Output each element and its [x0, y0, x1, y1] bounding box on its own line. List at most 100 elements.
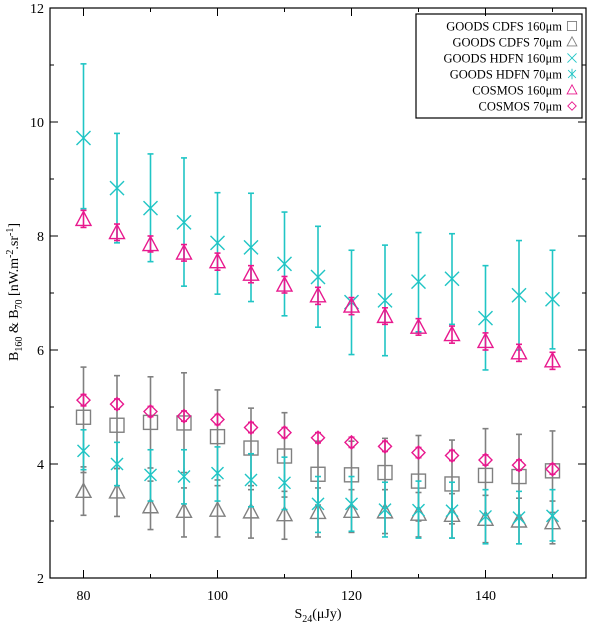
- data-point: [277, 425, 292, 441]
- data-point: [143, 200, 158, 216]
- data-point: [77, 442, 90, 459]
- data-point: [478, 452, 493, 468]
- error-bar: [80, 63, 87, 210]
- data-point: [409, 317, 428, 334]
- legend-marker: [566, 83, 578, 95]
- data-point: [277, 256, 292, 272]
- data-point: [344, 434, 359, 450]
- data-point: [376, 306, 394, 324]
- data-point: [278, 474, 291, 491]
- data-point: [74, 481, 93, 499]
- data-point: [342, 296, 361, 313]
- series-6: [76, 392, 560, 477]
- data-point: [511, 287, 527, 303]
- legend-marker: [567, 101, 577, 111]
- data-point: [108, 482, 126, 499]
- data-point: [377, 438, 393, 454]
- data-point: [310, 269, 326, 285]
- data-point: [479, 508, 492, 525]
- data-point: [75, 409, 92, 425]
- data-point: [210, 235, 225, 251]
- y-tick-label: 4: [37, 458, 44, 473]
- data-point: [210, 412, 225, 428]
- data-point: [109, 417, 125, 433]
- x-tick-label: 140: [475, 589, 496, 604]
- data-point: [243, 239, 259, 255]
- data-point: [411, 445, 426, 461]
- legend-label: COSMOS 160μm: [472, 84, 562, 98]
- data-point: [141, 497, 160, 514]
- legend-marker: [566, 35, 578, 47]
- series-5: [74, 209, 562, 371]
- data-point: [275, 505, 294, 522]
- data-point: [109, 396, 125, 412]
- data-point: [244, 471, 258, 488]
- data-point: [444, 447, 460, 463]
- data-point: [310, 430, 326, 446]
- y-tick-label: 8: [37, 230, 44, 245]
- error-bar: [80, 466, 87, 517]
- series-4: [77, 428, 559, 545]
- data-point: [110, 456, 124, 472]
- data-point: [443, 325, 461, 342]
- data-point: [74, 209, 93, 227]
- plot-area: [74, 63, 562, 545]
- data-point: [411, 274, 426, 290]
- data-point: [311, 495, 325, 512]
- y-axis-label: B160 & B70 [nW.m-2.sr-1]: [5, 223, 25, 361]
- data-point: [76, 130, 91, 146]
- y-tick-label: 10: [30, 116, 44, 131]
- data-point: [175, 501, 193, 519]
- data-point: [176, 214, 192, 230]
- legend-label: GOODS HDFN 160μm: [443, 52, 562, 66]
- legend-label: GOODS HDFN 70μm: [450, 68, 563, 82]
- error-bar: [147, 235, 154, 253]
- data-point: [177, 468, 191, 485]
- data-point: [309, 286, 327, 303]
- axes: 80 100 120 140 2 4 6 8 10 12 S24(μJy) B160 & B70 [n…: [5, 2, 587, 625]
- data-point: [211, 465, 224, 482]
- data-point: [546, 507, 559, 524]
- legend-label: GOODS CDFS 160μm: [446, 20, 562, 34]
- data-point: [510, 343, 528, 360]
- x-tick-label: 120: [341, 589, 362, 604]
- data-point: [476, 331, 495, 349]
- series-3: [76, 63, 560, 371]
- legend-marker: [567, 68, 577, 80]
- data-point: [543, 351, 562, 368]
- data-point: [512, 509, 526, 526]
- data-point: [109, 180, 125, 196]
- y-tick-label: 6: [37, 344, 44, 359]
- data-point: [209, 428, 226, 445]
- x-tick-label: 80: [77, 589, 91, 604]
- data-point: [477, 467, 494, 484]
- x-axis-label: S24(μJy): [294, 607, 341, 625]
- data-point: [242, 264, 260, 281]
- data-point: [144, 466, 157, 483]
- legend: GOODS CDFS 160μm GOODS CDFS 70μm GOODS HDF…: [415, 13, 583, 119]
- data-point: [377, 292, 393, 308]
- legend-marker: [567, 53, 577, 63]
- data-point: [208, 252, 227, 269]
- data-point: [175, 243, 193, 260]
- data-point: [108, 223, 126, 240]
- legend-box: [415, 13, 583, 119]
- data-point: [76, 392, 91, 408]
- data-point: [243, 420, 259, 436]
- y-tick-label: 12: [30, 2, 44, 17]
- data-point: [345, 495, 358, 512]
- data-point: [412, 502, 425, 519]
- x-tick-label: 100: [207, 589, 228, 604]
- data-point: [545, 461, 560, 477]
- data-point: [141, 235, 160, 252]
- data-point: [511, 457, 527, 473]
- data-point: [378, 501, 392, 518]
- y-tick-label: 2: [37, 572, 44, 587]
- data-point: [208, 500, 227, 517]
- data-point: [545, 291, 560, 307]
- data-point: [143, 404, 158, 420]
- data-point: [176, 408, 192, 424]
- data-point: [445, 502, 459, 519]
- data-point: [478, 310, 493, 326]
